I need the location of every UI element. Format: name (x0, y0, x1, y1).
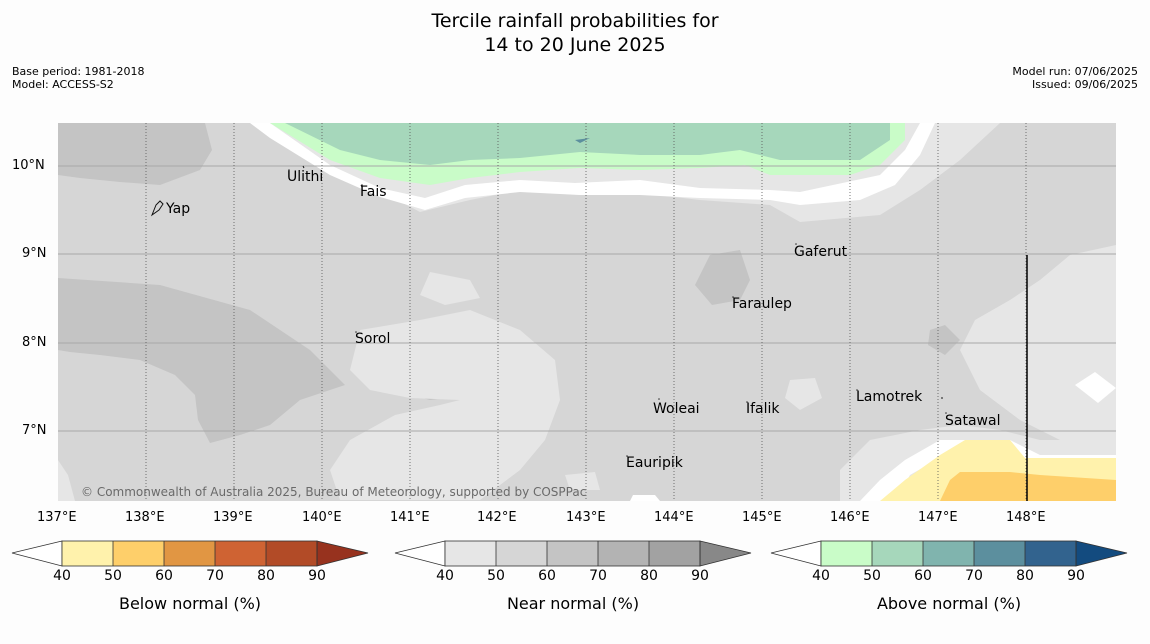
lat-label-7n: 7°N (22, 423, 47, 438)
longitude-gridlines (145, 123, 1027, 501)
model-name: Model: ACCESS-S2 (12, 78, 114, 91)
place-satawal: Satawal (945, 413, 1000, 429)
near-tick-90: 90 (691, 568, 709, 584)
above-bin-60-70 (923, 541, 974, 566)
above-tick-80: 80 (1016, 568, 1034, 584)
yap-island-outline (150, 200, 164, 217)
above-tick-50: 50 (863, 568, 881, 584)
place-fais: Fais (360, 184, 387, 200)
near-bin-40-50 (445, 541, 496, 566)
below-tick-70: 70 (206, 568, 224, 584)
colorbar-above-normal (770, 540, 1128, 567)
island-outlines (150, 165, 363, 217)
place-faraulep: Faraulep (732, 296, 792, 312)
place-woleai: Woleai (653, 401, 700, 417)
colorbar-near-normal (394, 540, 752, 567)
place-gaferut: Gaferut (794, 244, 848, 260)
near-normal-label: Near normal (%) (506, 594, 640, 613)
near-tick-80: 80 (640, 568, 658, 584)
near-tick-70: 70 (589, 568, 607, 584)
place-ulithi: Ulithi (287, 169, 323, 185)
below-bin-50-60 (113, 541, 164, 566)
near-bin-60-70 (547, 541, 598, 566)
base-period: Base period: 1981-2018 (12, 65, 145, 78)
below-normal-label: Below normal (%) (118, 594, 262, 613)
fais-island-outline (360, 184, 363, 188)
above-tick-90: 90 (1067, 568, 1085, 584)
above-normal-label: Above normal (%) (876, 594, 1022, 613)
place-sorol: Sorol (355, 331, 390, 347)
place-yap: Yap (165, 201, 190, 217)
below-tick-40: 40 (53, 568, 71, 584)
below-tick-50: 50 (104, 568, 122, 584)
lon-label-138e: 138°E (125, 510, 165, 525)
place-labels: Yap Ulithi Fais Gaferut Faraulep Sorol W… (165, 169, 1000, 471)
below-bin-60-70 (164, 541, 215, 566)
island-dots (288, 169, 947, 457)
below-bin-40-50 (62, 541, 113, 566)
lon-label-143e: 143°E (566, 510, 606, 525)
lon-label-144e: 144°E (654, 510, 694, 525)
place-ifalik: Ifalik (746, 401, 780, 417)
meta-left: Base period: 1981-2018 Model: ACCESS-S2 (12, 65, 144, 91)
above-tick-60: 60 (914, 568, 932, 584)
lon-label-145e: 145°E (742, 510, 782, 525)
above-bin-80-90 (1025, 541, 1076, 566)
below-tick-90: 90 (308, 568, 326, 584)
lon-label-137e: 137°E (37, 510, 77, 525)
lat-label-8n: 8°N (22, 335, 47, 350)
meta-right: Model run: 07/06/2025 Issued: 09/06/2025 (1012, 65, 1138, 91)
lon-label-142e: 142°E (477, 510, 517, 525)
map-title-line1: Tercile rainfall probabilities for (431, 10, 719, 32)
above-tick-40: 40 (812, 568, 830, 584)
lon-label-148e: 148°E (1006, 510, 1046, 525)
near-tick-60: 60 (538, 568, 556, 584)
near-bin-80-90 (649, 541, 700, 566)
above-tick-70: 70 (965, 568, 983, 584)
below-bin-80-90 (266, 541, 317, 566)
lon-label-147e: 147°E (918, 510, 958, 525)
lon-label-141e: 141°E (390, 510, 430, 525)
near-tick-40: 40 (436, 568, 454, 584)
above-bin-40-50 (821, 541, 872, 566)
model-run: Model run: 07/06/2025 (1012, 65, 1138, 78)
above-bin-70-80 (974, 541, 1025, 566)
place-eauripik: Eauripik (626, 455, 684, 471)
lon-label-146e: 146°E (830, 510, 870, 525)
above-bin-50-60 (872, 541, 923, 566)
below-tick-80: 80 (257, 568, 275, 584)
lat-label-10n: 10°N (12, 158, 45, 173)
probability-field (58, 123, 1116, 501)
ulithi-atoll-outline (302, 165, 305, 169)
place-lamotrek: Lamotrek (856, 389, 923, 405)
issued-date: Issued: 09/06/2025 (1031, 78, 1138, 91)
colorbar-below-normal (11, 540, 369, 567)
near-bin-50-60 (496, 541, 547, 566)
below-tick-60: 60 (155, 568, 173, 584)
below-bin-70-80 (215, 541, 266, 566)
near-tick-50: 50 (487, 568, 505, 584)
lon-label-139e: 139°E (213, 510, 253, 525)
lon-label-140e: 140°E (302, 510, 342, 525)
near-bin-70-80 (598, 541, 649, 566)
copyright-notice: © Commonwealth of Australia 2025, Bureau… (81, 485, 586, 499)
lat-label-9n: 9°N (22, 246, 47, 261)
map-title-line2: 14 to 20 June 2025 (484, 34, 666, 56)
